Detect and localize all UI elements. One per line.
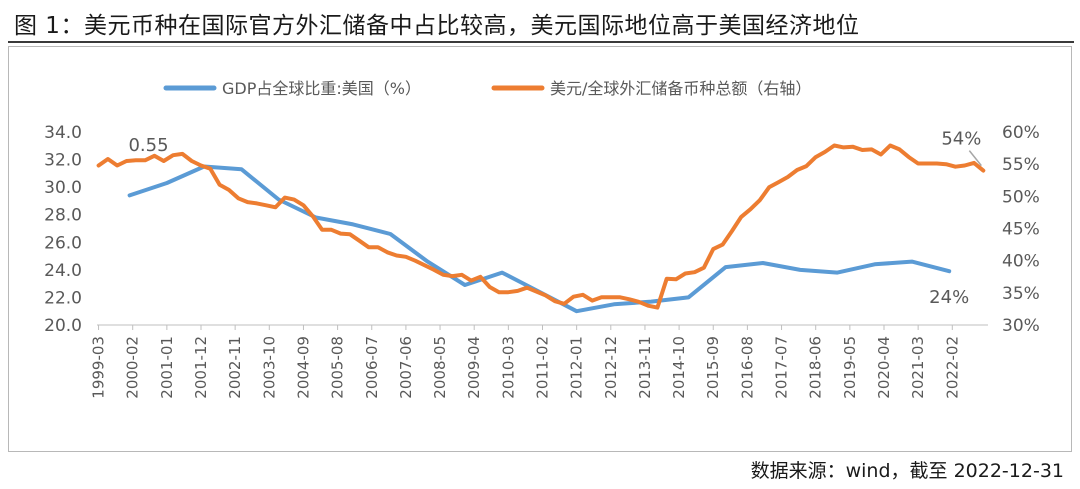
y-right-tick-label: 55%: [1002, 155, 1040, 175]
x-tick-label: 2000-02: [124, 336, 142, 399]
gdp-share-line: [127, 164, 952, 314]
annotation-leader-line: [968, 150, 982, 167]
y-left-tick-label: 26.0: [44, 233, 82, 253]
y-right-tick-label: 40%: [1002, 252, 1040, 272]
axes: 20.0 22.0 24.0 26.0 28.0 30.0 32.0 34.0 30% 35% 40…: [44, 123, 1040, 399]
plot-frame: [8, 46, 1072, 452]
x-tick-label: 2019-05: [841, 336, 859, 399]
y-right-tick-label: 30%: [1002, 316, 1040, 336]
y-left-tick-label: 20.0: [44, 316, 82, 336]
legend-label-usd-reserve: 美元/全球外汇储备币种总额（右轴）: [550, 79, 811, 98]
y-left-tick-label: 30.0: [44, 178, 82, 198]
x-tick-label: 2002-11: [226, 336, 244, 399]
x-tick-label: 2013-11: [636, 336, 654, 399]
title-rule: [8, 41, 1074, 43]
chart-title: 图 1：美元币种在国际官方外汇储备中占比较高，美元国际地位高于美国经济地位: [14, 13, 860, 39]
x-tick-label: 2004-09: [294, 336, 312, 399]
x-tick-label: 2007-06: [397, 336, 415, 399]
x-tick-label: 2001-01: [158, 336, 176, 399]
x-tick-label: 2003-10: [260, 336, 278, 399]
y-right-tick-label: 35%: [1002, 284, 1040, 304]
annotation-layer: 0.55 54% 24%: [128, 129, 982, 308]
x-tick-label: 2011-02: [534, 336, 552, 399]
x-tick-label: 2001-12: [192, 336, 210, 399]
x-tick-label: 2017-07: [773, 336, 791, 399]
x-tick-label: 2005-08: [329, 336, 347, 399]
usd-reserve-share-line: [96, 143, 986, 310]
x-tick-label: 2010-03: [499, 336, 517, 399]
x-tick-label: 2015-09: [704, 336, 722, 399]
y-left-tick-label: 34.0: [44, 123, 82, 143]
y-right-tick-label: 45%: [1002, 220, 1040, 240]
y-left-tick-label: 28.0: [44, 206, 82, 226]
x-tick-label: 2020-04: [875, 336, 893, 399]
data-source: 数据来源：wind，截至 2022-12-31: [750, 460, 1064, 482]
x-tick-label: 2009-04: [465, 336, 483, 399]
y-left-tick-label: 32.0: [44, 151, 82, 171]
legend-label-gdp: GDP占全球比重:美国（%）: [222, 79, 421, 98]
annotation-usd-end: 54%: [941, 129, 981, 150]
annotation-usd-start: 0.55: [128, 135, 168, 156]
x-tick-label: 2006-07: [363, 336, 381, 399]
x-tick-label: 2018-06: [807, 336, 825, 399]
y-left-tick-label: 22.0: [44, 288, 82, 308]
series-layer: [96, 143, 986, 314]
y-left-tick-label: 24.0: [44, 261, 82, 281]
x-tick-label: 2014-10: [670, 336, 688, 399]
legend: GDP占全球比重:美国（%） 美元/全球外汇储备币种总额（右轴）: [163, 79, 811, 98]
x-tick-label: 2022-02: [943, 336, 961, 399]
y-right-tick-label: 60%: [1002, 123, 1040, 143]
x-tick-label: 2021-03: [909, 336, 927, 399]
y-right-tick-label: 50%: [1002, 187, 1040, 207]
x-tick-label: 2012-12: [602, 336, 620, 399]
x-tick-label: 1999-03: [90, 336, 108, 399]
x-tick-label: 2008-05: [431, 336, 449, 399]
x-tick-label: 2016-08: [738, 336, 756, 399]
x-tick-label: 2012-01: [568, 336, 586, 399]
annotation-gdp-end: 24%: [929, 287, 969, 308]
